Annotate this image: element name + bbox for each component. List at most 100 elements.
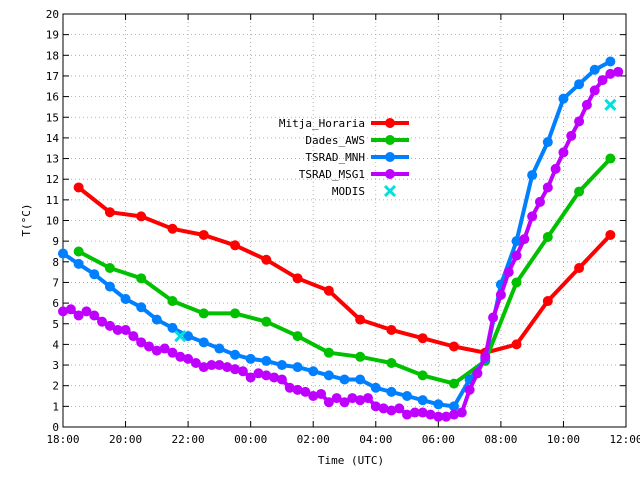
data-point-tsrad-msg1 — [198, 362, 209, 373]
data-point-dades-aws — [230, 308, 241, 319]
data-point-mitja-horaria — [355, 314, 366, 325]
data-point-dades-aws — [167, 296, 178, 307]
data-point-dades-aws — [104, 262, 115, 273]
y-axis-title: T(°C) — [20, 203, 33, 236]
y-tick-label: 15 — [46, 111, 59, 124]
data-point-tsrad-mnh — [58, 248, 68, 259]
series-tsrad-mnh — [58, 56, 616, 412]
data-point-tsrad-mnh — [151, 314, 162, 325]
data-point-tsrad-msg1 — [237, 366, 248, 377]
data-point-tsrad-mnh — [292, 362, 303, 373]
data-point-tsrad-mnh — [214, 343, 225, 354]
legend-label: MODIS — [332, 185, 365, 198]
data-point-tsrad-msg1 — [112, 324, 123, 335]
data-point-mitja-horaria — [386, 324, 397, 335]
data-point-modis — [604, 98, 617, 111]
legend-swatch-marker — [385, 118, 395, 128]
x-tick-label: 04:00 — [359, 433, 392, 446]
data-point-tsrad-msg1 — [433, 411, 444, 422]
legend: Mitja_Horaria Dades_AWS TSRAD_MNH TSRAD_MSG… — [279, 117, 409, 198]
y-tick-label: 9 — [52, 235, 59, 248]
data-point-dades-aws — [323, 347, 334, 358]
x-axis-title: Time (UTC) — [318, 454, 384, 467]
data-point-tsrad-msg1 — [534, 196, 545, 207]
data-point-tsrad-msg1 — [230, 364, 241, 375]
x-tick-label: 06:00 — [422, 433, 455, 446]
legend-entry-dades-aws: Dades_AWS — [305, 134, 409, 147]
x-tick-label: 00:00 — [234, 433, 267, 446]
legend-label: Mitja_Horaria — [279, 117, 365, 130]
data-point-tsrad-mnh — [527, 170, 538, 181]
data-point-dades-aws — [261, 316, 272, 327]
data-point-tsrad-mnh — [89, 269, 100, 280]
y-tick-label: 18 — [46, 49, 59, 62]
legend-entry-tsrad-mnh: TSRAD_MNH — [305, 151, 409, 164]
data-point-tsrad-msg1 — [378, 403, 389, 414]
x-tick-label: 08:00 — [484, 433, 517, 446]
data-point-dades-aws — [417, 370, 428, 381]
data-point-dades-aws — [73, 246, 84, 257]
data-point-tsrad-mnh — [73, 258, 84, 269]
x-tick-label: 10:00 — [547, 433, 580, 446]
y-tick-label: 19 — [46, 29, 59, 42]
data-point-tsrad-mnh — [308, 366, 319, 377]
data-point-tsrad-msg1 — [488, 312, 499, 323]
data-point-tsrad-msg1 — [284, 382, 295, 393]
data-point-mitja-horaria — [417, 333, 428, 344]
data-point-tsrad-mnh — [589, 64, 600, 75]
data-point-tsrad-mnh — [245, 353, 256, 364]
legend-entry-mitja-horaria: Mitja_Horaria — [279, 117, 409, 130]
data-point-mitja-horaria — [73, 182, 84, 193]
data-point-tsrad-msg1 — [214, 360, 225, 371]
data-point-tsrad-msg1 — [222, 362, 233, 373]
x-tick-label: 22:00 — [172, 433, 205, 446]
data-point-dades-aws — [198, 308, 209, 319]
data-point-tsrad-msg1 — [355, 395, 366, 406]
x-tick-label: 02:00 — [297, 433, 330, 446]
legend-swatch-marker — [385, 152, 395, 162]
y-tick-label: 5 — [52, 318, 59, 331]
data-point-tsrad-msg1 — [558, 147, 569, 158]
legend-entry-modis: MODIS — [332, 184, 397, 198]
data-point-tsrad-mnh — [558, 93, 569, 104]
data-point-tsrad-msg1 — [448, 409, 459, 420]
y-tick-label: 8 — [52, 256, 59, 269]
data-point-tsrad-msg1 — [167, 347, 178, 358]
y-tick-label: 12 — [46, 173, 59, 186]
y-tick-label: 2 — [52, 380, 59, 393]
data-point-tsrad-mnh — [276, 360, 287, 371]
y-tick-label: 17 — [46, 70, 59, 83]
x-tick-label: 12:00 — [609, 433, 640, 446]
y-tick-label: 13 — [46, 153, 59, 166]
legend-entry-tsrad-msg1: TSRAD_MSG1 — [299, 168, 409, 181]
series-line-mitja-horaria — [77, 185, 612, 355]
data-point-tsrad-msg1 — [566, 130, 577, 141]
x-tick-label: 20:00 — [109, 433, 142, 446]
data-point-tsrad-msg1 — [89, 310, 100, 321]
data-point-tsrad-msg1 — [292, 384, 303, 395]
y-tick-label: 16 — [46, 91, 59, 104]
data-point-mitja-horaria — [323, 285, 334, 296]
data-point-tsrad-msg1 — [409, 407, 420, 418]
data-point-tsrad-msg1 — [261, 370, 272, 381]
data-point-tsrad-mnh — [261, 355, 272, 366]
y-tick-label: 4 — [52, 338, 59, 351]
data-point-tsrad-mnh — [402, 391, 413, 402]
legend-swatch-marker-stroke-b — [383, 184, 397, 198]
data-point-tsrad-msg1 — [472, 368, 483, 379]
data-point-tsrad-mnh — [542, 137, 553, 148]
data-point-mitja-horaria — [574, 262, 585, 273]
data-point-dades-aws — [136, 273, 147, 284]
data-point-tsrad-msg1 — [81, 306, 92, 317]
data-point-mitja-horaria — [230, 240, 241, 251]
data-point-tsrad-msg1 — [542, 182, 553, 193]
data-point-tsrad-msg1 — [151, 345, 162, 356]
data-point-tsrad-msg1 — [308, 391, 319, 402]
data-point-dades-aws — [448, 378, 459, 389]
data-point-tsrad-msg1 — [206, 360, 217, 371]
data-point-modis — [174, 330, 187, 343]
data-point-tsrad-msg1 — [245, 372, 256, 383]
data-point-tsrad-msg1 — [550, 163, 561, 174]
data-point-tsrad-msg1 — [120, 324, 131, 335]
